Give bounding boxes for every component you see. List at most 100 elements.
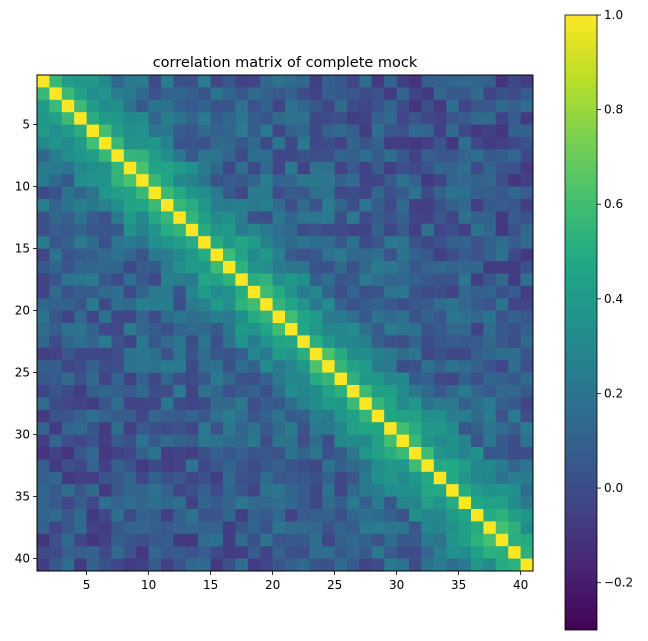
heatmap-cell [173,459,187,473]
heatmap-cell [359,137,373,150]
heatmap-cell [396,285,410,299]
heatmap-cell [111,397,125,411]
heatmap-cell [61,236,75,249]
heatmap-cell [359,149,373,163]
heatmap-cell [359,261,373,274]
heatmap-cell [508,521,521,535]
heatmap-cell [173,137,187,150]
heatmap-cell [223,75,236,88]
heatmap-cell [223,509,236,522]
heatmap-cell [322,261,335,274]
heatmap-cell [297,447,311,460]
heatmap-cell [99,112,112,125]
heatmap-cell [123,533,137,547]
heatmap-cell [421,199,435,212]
heatmap-cell [198,261,211,274]
heatmap-cell [161,347,174,361]
heatmap-cell [210,99,224,113]
heatmap-cell [210,75,224,88]
heatmap-cell [173,310,187,324]
heatmap-cell [74,360,87,373]
heatmap-cell [421,161,435,175]
heatmap-cell [272,161,286,175]
heatmap-cell [359,422,373,435]
heatmap-cell [309,422,323,435]
heatmap-cell [384,323,397,336]
heatmap-cell [99,347,112,361]
heatmap-cell [136,186,149,200]
heatmap-cell [74,484,87,497]
heatmap-cell [285,248,298,262]
heatmap-cell [210,533,224,547]
heatmap-cell [495,558,509,572]
heatmap-cell [37,397,50,411]
heatmap-cell [148,137,162,150]
heatmap-cell [322,87,335,101]
heatmap-cell [185,347,199,361]
heatmap-cell [309,385,323,398]
heatmap-cell [210,484,224,497]
heatmap-cell [223,385,236,398]
heatmap-cell [347,447,360,460]
heatmap-cell [409,211,422,225]
heatmap-cell [272,509,286,522]
heatmap-cell [49,521,63,535]
heatmap-cell [309,199,323,212]
heatmap-cell [334,323,348,336]
heatmap-cell [409,236,422,249]
heatmap-cell [458,546,472,559]
heatmap-cell [446,87,459,101]
heatmap-cell [198,248,211,262]
heatmap-cell [161,496,174,510]
heatmap-cell [210,236,224,249]
heatmap-cell [359,273,373,287]
heatmap-cell [235,248,249,262]
heatmap-cell [49,459,63,473]
heatmap-cell [61,298,75,311]
heatmap-cell [433,298,447,311]
heatmap-cell [334,558,348,572]
heatmap-cell [136,236,149,249]
heatmap-cell [148,434,162,448]
heatmap-cell [223,261,236,274]
heatmap-cell [148,509,162,522]
heatmap-cell [86,397,100,411]
heatmap-cell [309,248,323,262]
heatmap-cell [371,459,385,473]
heatmap-cell [148,273,162,287]
heatmap-cell [272,459,286,473]
heatmap-cell [247,174,261,187]
heatmap-cell [396,273,410,287]
heatmap-cell [111,149,125,163]
heatmap-cell [483,137,497,150]
heatmap-cell [185,99,199,113]
heatmap-cell [74,137,87,150]
heatmap-cell [285,533,298,547]
heatmap-cell [322,372,335,386]
heatmap-cell [409,285,422,299]
heatmap-cell [409,161,422,175]
heatmap-cell [235,199,249,212]
heatmap-cell [37,161,50,175]
heatmap-cell [148,199,162,212]
heatmap-cell [446,521,459,535]
heatmap-cell [173,223,187,237]
heatmap-cell [297,285,311,299]
heatmap-cell [37,87,50,101]
y-tick-label: 30 [15,428,30,442]
heatmap-cell [49,397,63,411]
heatmap-cell [272,558,286,572]
heatmap-cell [260,223,273,237]
heatmap-cell [347,236,360,249]
heatmap-cell [483,521,497,535]
heatmap-cell [136,223,149,237]
heatmap-cells [37,75,534,572]
heatmap-cell [37,447,50,460]
heatmap-cell [471,335,484,349]
heatmap-cell [148,546,162,559]
heatmap-cell [285,285,298,299]
heatmap-cell [61,323,75,336]
heatmap-cell [409,484,422,497]
heatmap-cell [210,347,224,361]
heatmap-cell [520,99,534,113]
